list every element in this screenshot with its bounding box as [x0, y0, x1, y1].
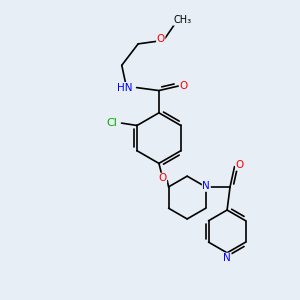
Text: CH₃: CH₃ [173, 15, 191, 25]
Text: O: O [157, 34, 165, 44]
Text: methoxy: methoxy [0, 299, 1, 300]
Text: O: O [236, 160, 244, 170]
Text: N: N [223, 253, 231, 263]
Text: Cl: Cl [106, 118, 117, 128]
Text: O: O [179, 81, 188, 91]
Text: O: O [158, 173, 166, 183]
Text: HN: HN [117, 82, 132, 93]
Text: N: N [202, 181, 210, 191]
